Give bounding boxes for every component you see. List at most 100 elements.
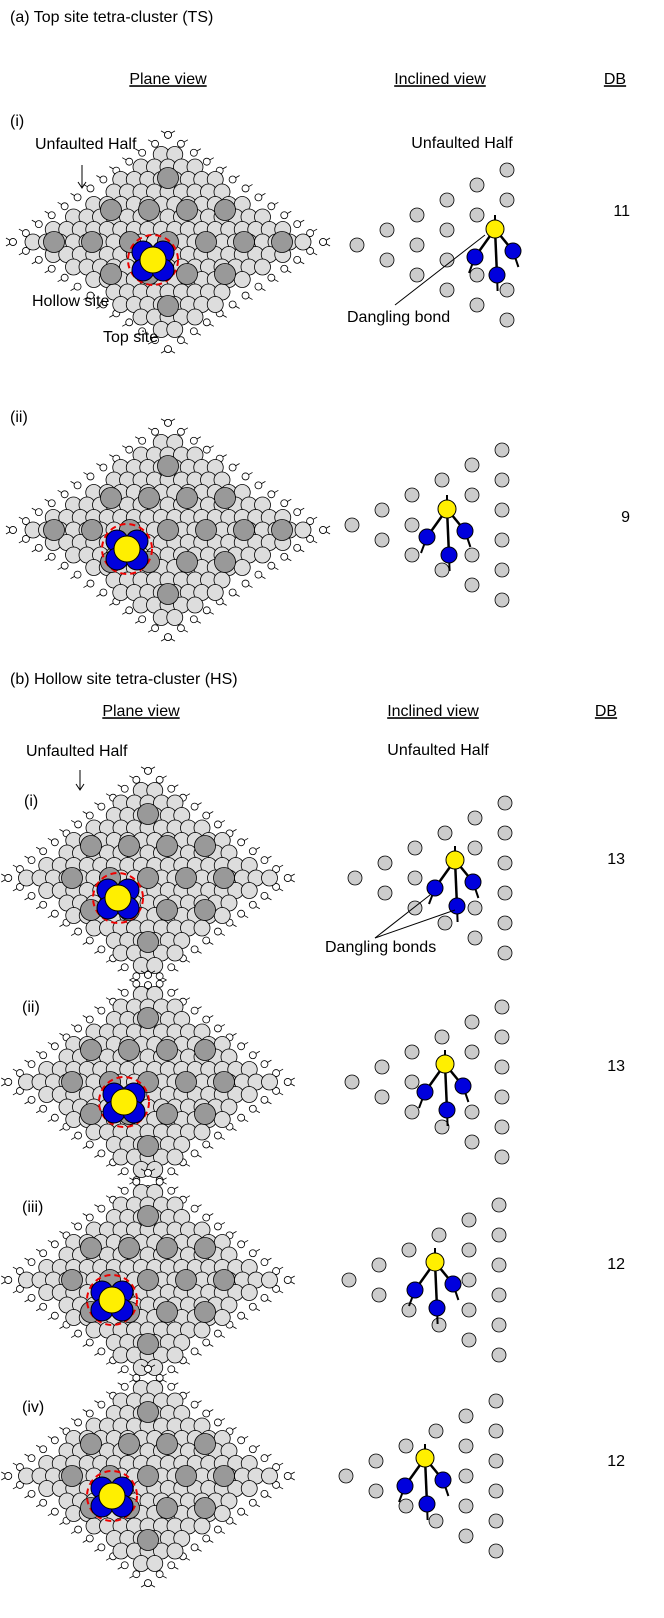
edge-atom <box>203 1214 210 1221</box>
edge-atom <box>214 1223 221 1230</box>
label: 12 <box>607 1453 625 1470</box>
edge-atom <box>86 1410 93 1417</box>
edge-atom <box>74 283 81 290</box>
atom <box>468 901 482 915</box>
edge-atom <box>203 1141 210 1148</box>
atom <box>489 1394 503 1408</box>
atom <box>350 238 364 252</box>
atom <box>435 1030 449 1044</box>
atom <box>262 870 278 886</box>
edge-atom <box>203 937 210 944</box>
edge-atom <box>214 1330 221 1337</box>
adatom <box>138 1466 159 1487</box>
edge-atom <box>51 1043 58 1050</box>
atom <box>500 313 514 327</box>
edge-atom <box>133 1571 140 1578</box>
atom <box>495 533 509 547</box>
edge-atom <box>156 980 163 987</box>
edge-atom <box>255 482 262 489</box>
atom <box>234 272 250 288</box>
edge-atom <box>28 1455 35 1462</box>
atom <box>498 856 512 870</box>
edge-atom <box>165 419 172 426</box>
atom <box>495 563 509 577</box>
plane-lattice <box>6 419 330 641</box>
edge-atom <box>214 928 221 935</box>
adatom <box>195 900 216 921</box>
atom <box>432 1228 446 1242</box>
adatom <box>272 520 293 541</box>
label: (ii) <box>10 409 28 426</box>
atom <box>489 1424 503 1438</box>
atom <box>375 1060 389 1074</box>
edge-atom <box>238 1241 245 1248</box>
atom <box>167 322 183 338</box>
edge-atom <box>98 1348 105 1355</box>
edge-atom <box>284 1079 291 1086</box>
edge-atom <box>191 1544 198 1551</box>
si-atom <box>465 874 481 890</box>
edge-atom <box>249 1499 256 1506</box>
edge-atom <box>75 1223 82 1230</box>
atom <box>410 238 424 252</box>
edge-atom <box>249 1250 256 1257</box>
atom <box>255 547 271 563</box>
atom <box>399 1439 413 1453</box>
atom <box>262 1468 278 1484</box>
edge-atom <box>5 1277 12 1284</box>
edge-atom <box>214 1132 221 1139</box>
edge-atom <box>28 1294 35 1301</box>
atom <box>462 1213 476 1227</box>
atom <box>492 1228 506 1242</box>
edge-atom <box>51 1437 58 1444</box>
inclined-lattice <box>339 1394 503 1558</box>
atom <box>241 1285 257 1301</box>
adatom <box>177 552 198 573</box>
edge-atom <box>203 1016 210 1023</box>
atom <box>241 1087 257 1103</box>
adatom <box>158 584 179 605</box>
adatom <box>138 1334 159 1355</box>
edge-atom <box>35 509 42 516</box>
edge-atom <box>121 989 128 996</box>
edge-atom <box>121 1366 128 1373</box>
edge-atom <box>242 580 249 587</box>
edge-atom <box>126 607 133 614</box>
label: DB <box>604 71 626 88</box>
atom <box>500 163 514 177</box>
edge-atom <box>75 1025 82 1032</box>
atom <box>167 1543 183 1559</box>
adatom <box>176 1072 197 1093</box>
atom <box>369 1484 383 1498</box>
top-atom <box>105 885 131 911</box>
edge-atom <box>28 1259 35 1266</box>
top-atom <box>140 247 166 273</box>
edge-atom <box>145 767 152 774</box>
adatom <box>82 232 103 253</box>
atom <box>207 297 223 313</box>
edge-atom <box>86 1214 93 1221</box>
adatom <box>81 1434 102 1455</box>
si-atom <box>439 1102 455 1118</box>
adatom <box>195 1238 216 1259</box>
atom <box>372 1258 386 1272</box>
edge-atom <box>203 319 210 326</box>
edge-atom <box>294 221 301 228</box>
atom <box>435 473 449 487</box>
atom <box>255 259 271 275</box>
adatom <box>214 1072 235 1093</box>
atom <box>167 945 183 961</box>
adatom <box>62 1072 83 1093</box>
adatom <box>138 804 159 825</box>
atom <box>214 1310 230 1326</box>
atom <box>462 1243 476 1257</box>
top-atom <box>99 1483 125 1509</box>
edge-atom <box>40 1446 47 1453</box>
edge-atom <box>98 1401 105 1408</box>
atom <box>468 931 482 945</box>
edge-atom <box>75 1132 82 1139</box>
label: 13 <box>607 1058 625 1075</box>
edge-atom <box>28 1096 35 1103</box>
atom <box>429 1514 443 1528</box>
atom <box>492 1348 506 1362</box>
